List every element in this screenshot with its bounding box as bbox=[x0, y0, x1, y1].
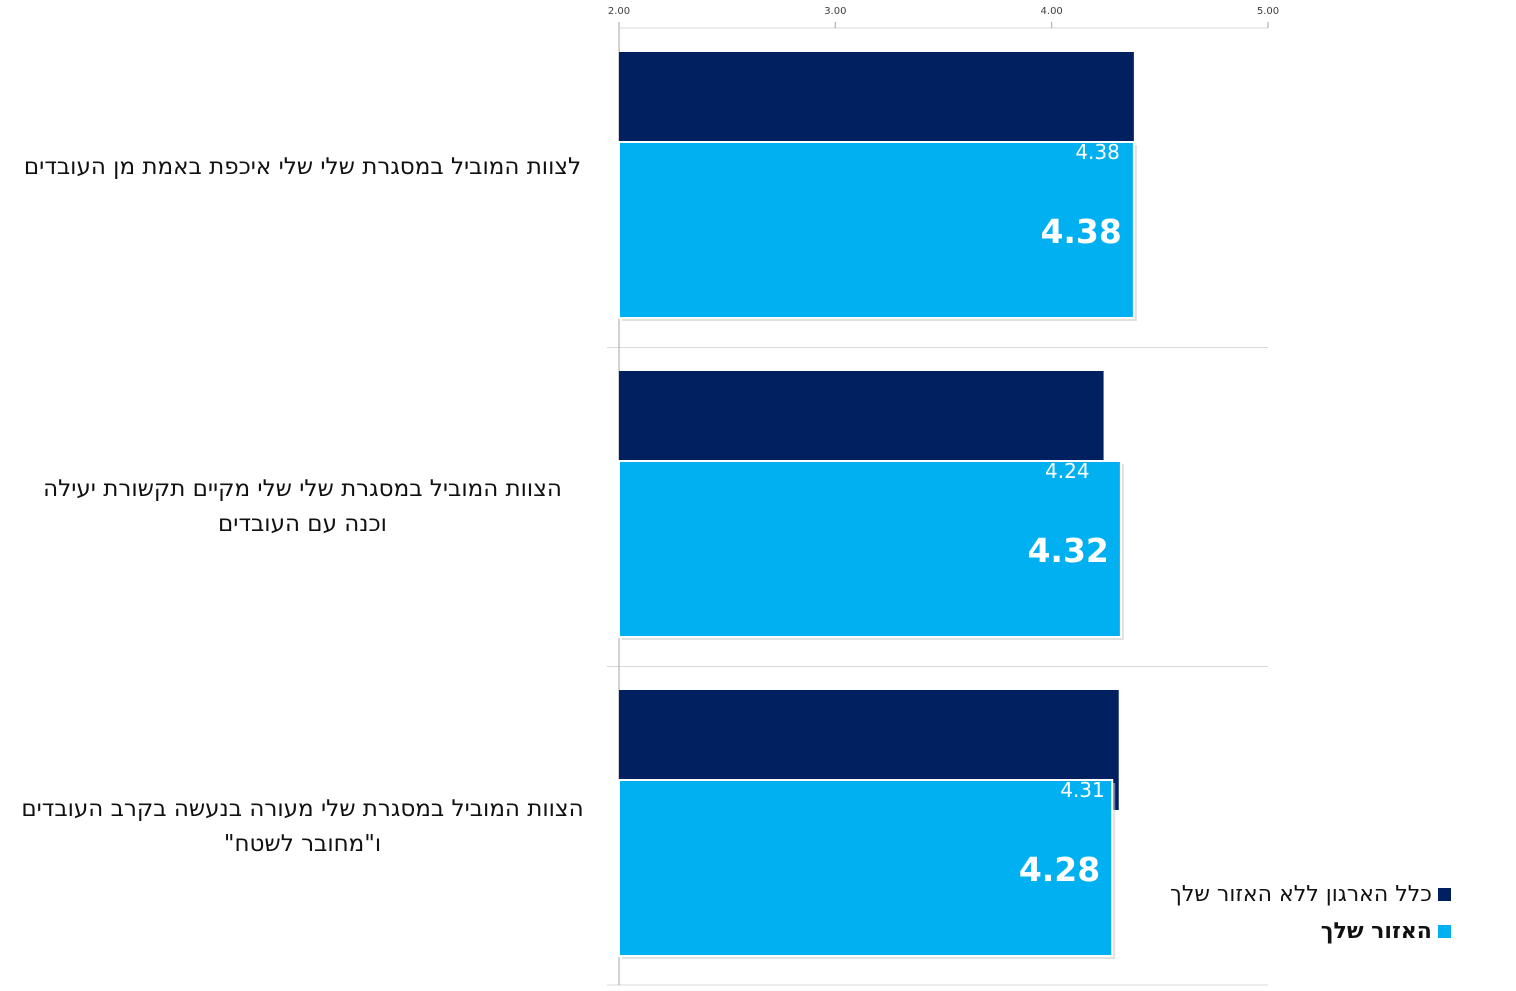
legend-label: כלל הארגון ללא האזור שלך bbox=[1170, 882, 1432, 907]
data-label-organization: 4.31 bbox=[1060, 778, 1105, 802]
legend-label: האזור שלך bbox=[1320, 919, 1432, 944]
legend-item-your-region: האזור שלך bbox=[1170, 919, 1451, 944]
legend-swatch bbox=[1437, 925, 1451, 938]
tick-label: 3.00 bbox=[824, 6, 846, 17]
data-label-organization: 4.38 bbox=[1075, 140, 1120, 164]
data-label-your-region: 4.32 bbox=[1027, 531, 1108, 570]
legend-item-organization: כלל הארגון ללא האזור שלך bbox=[1170, 882, 1451, 907]
gridlines bbox=[607, 347, 1268, 986]
tick-label: 4.00 bbox=[1041, 6, 1063, 17]
data-label-your-region: 4.28 bbox=[1019, 850, 1100, 889]
bar-your-region bbox=[618, 779, 1114, 957]
category-label: הצוות המוביל במסגרת שלי מעורה בנעשה בקרב… bbox=[21, 796, 584, 857]
legend-swatch bbox=[1437, 888, 1451, 901]
category-label: לצוות המוביל במסגרת שלי שלי איכפת באמת מ… bbox=[23, 154, 582, 180]
data-label-your-region: 4.38 bbox=[1040, 212, 1121, 251]
bars bbox=[618, 52, 1137, 959]
bar-your-region bbox=[618, 460, 1122, 638]
legend: כלל הארגון ללא האזור שלך האזור שלך bbox=[1170, 882, 1451, 944]
category-label: הצוות המוביל במסגרת שלי שלי מקיים תקשורת… bbox=[43, 476, 562, 537]
data-label-organization: 4.24 bbox=[1045, 459, 1090, 483]
tick-label: 5.00 bbox=[1257, 6, 1279, 17]
tick-label: 2.00 bbox=[608, 6, 630, 17]
data-labels: 4.38 4.38 4.24 4.32 4.31 4.28 bbox=[1019, 140, 1122, 889]
bar-your-region bbox=[618, 141, 1135, 319]
